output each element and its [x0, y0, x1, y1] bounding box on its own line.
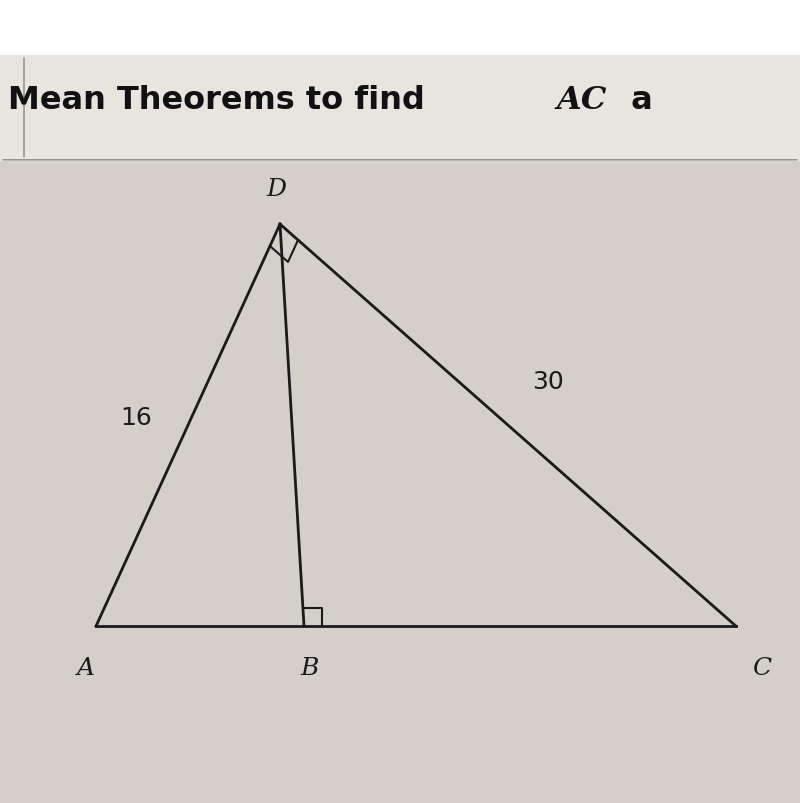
Text: AC: AC [556, 85, 606, 116]
Text: D: D [266, 177, 286, 201]
Text: A: A [77, 657, 95, 679]
Text: 16: 16 [120, 406, 152, 430]
Text: 30: 30 [532, 369, 564, 393]
Text: C: C [752, 657, 771, 679]
Text: Mean Theorems to find: Mean Theorems to find [8, 85, 436, 116]
Bar [0, 56, 800, 161]
Bar [0, 0, 800, 56]
Text: B: B [301, 657, 319, 679]
Text: a: a [620, 85, 653, 116]
